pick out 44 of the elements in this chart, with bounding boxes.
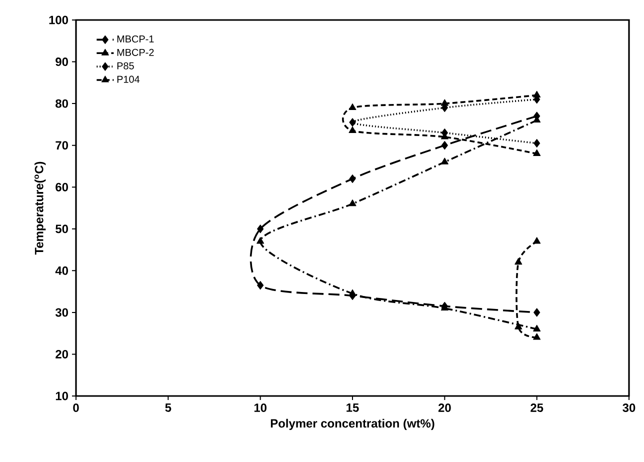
point xyxy=(348,289,356,296)
y-tick-label: 20 xyxy=(56,350,68,358)
point xyxy=(257,281,264,290)
x-tick-label: 0 xyxy=(73,404,79,412)
x-tick-label: 10 xyxy=(254,404,266,412)
point xyxy=(441,141,448,150)
x-tick-label: 15 xyxy=(346,404,359,412)
point xyxy=(348,103,356,110)
point xyxy=(514,322,522,330)
point xyxy=(256,237,264,244)
point xyxy=(514,258,522,265)
point xyxy=(257,224,264,234)
y-tick-label: 40 xyxy=(55,266,68,275)
point xyxy=(349,118,356,127)
x-tick-label: 25 xyxy=(530,404,544,412)
point xyxy=(533,237,541,244)
y-tick-label: 30 xyxy=(55,308,68,317)
y-tick-label: 50 xyxy=(56,224,68,234)
y-tick-label: 70 xyxy=(56,141,68,150)
y-axis-title: Temperature($^{o}$C) xyxy=(34,162,46,255)
legend-label: MBCP-2 xyxy=(117,48,154,56)
x-tick-label: 20 xyxy=(438,404,451,412)
y-tick-label: 100 xyxy=(49,16,68,24)
point xyxy=(533,90,541,98)
point xyxy=(349,174,356,184)
x-tick-label: 5 xyxy=(165,404,172,412)
y-tick-label: 90 xyxy=(56,58,68,66)
x-tick-label: 30 xyxy=(622,404,636,412)
point xyxy=(348,126,356,134)
point xyxy=(534,308,540,317)
y-tick-label: 60 xyxy=(56,182,68,192)
point xyxy=(534,138,540,148)
y-tick-label: 80 xyxy=(56,99,68,108)
x-axis-title: Polymer concentration (wt%) xyxy=(270,418,434,430)
point xyxy=(348,200,356,206)
point xyxy=(533,149,541,156)
point xyxy=(440,99,448,106)
legend-label: P85 xyxy=(117,62,134,70)
point xyxy=(533,333,541,340)
point xyxy=(533,324,541,332)
y-tick-label: 10 xyxy=(56,392,68,400)
legend-label: P104 xyxy=(117,76,140,83)
point xyxy=(440,158,448,164)
legend-label: MBCP-1 xyxy=(117,35,154,43)
